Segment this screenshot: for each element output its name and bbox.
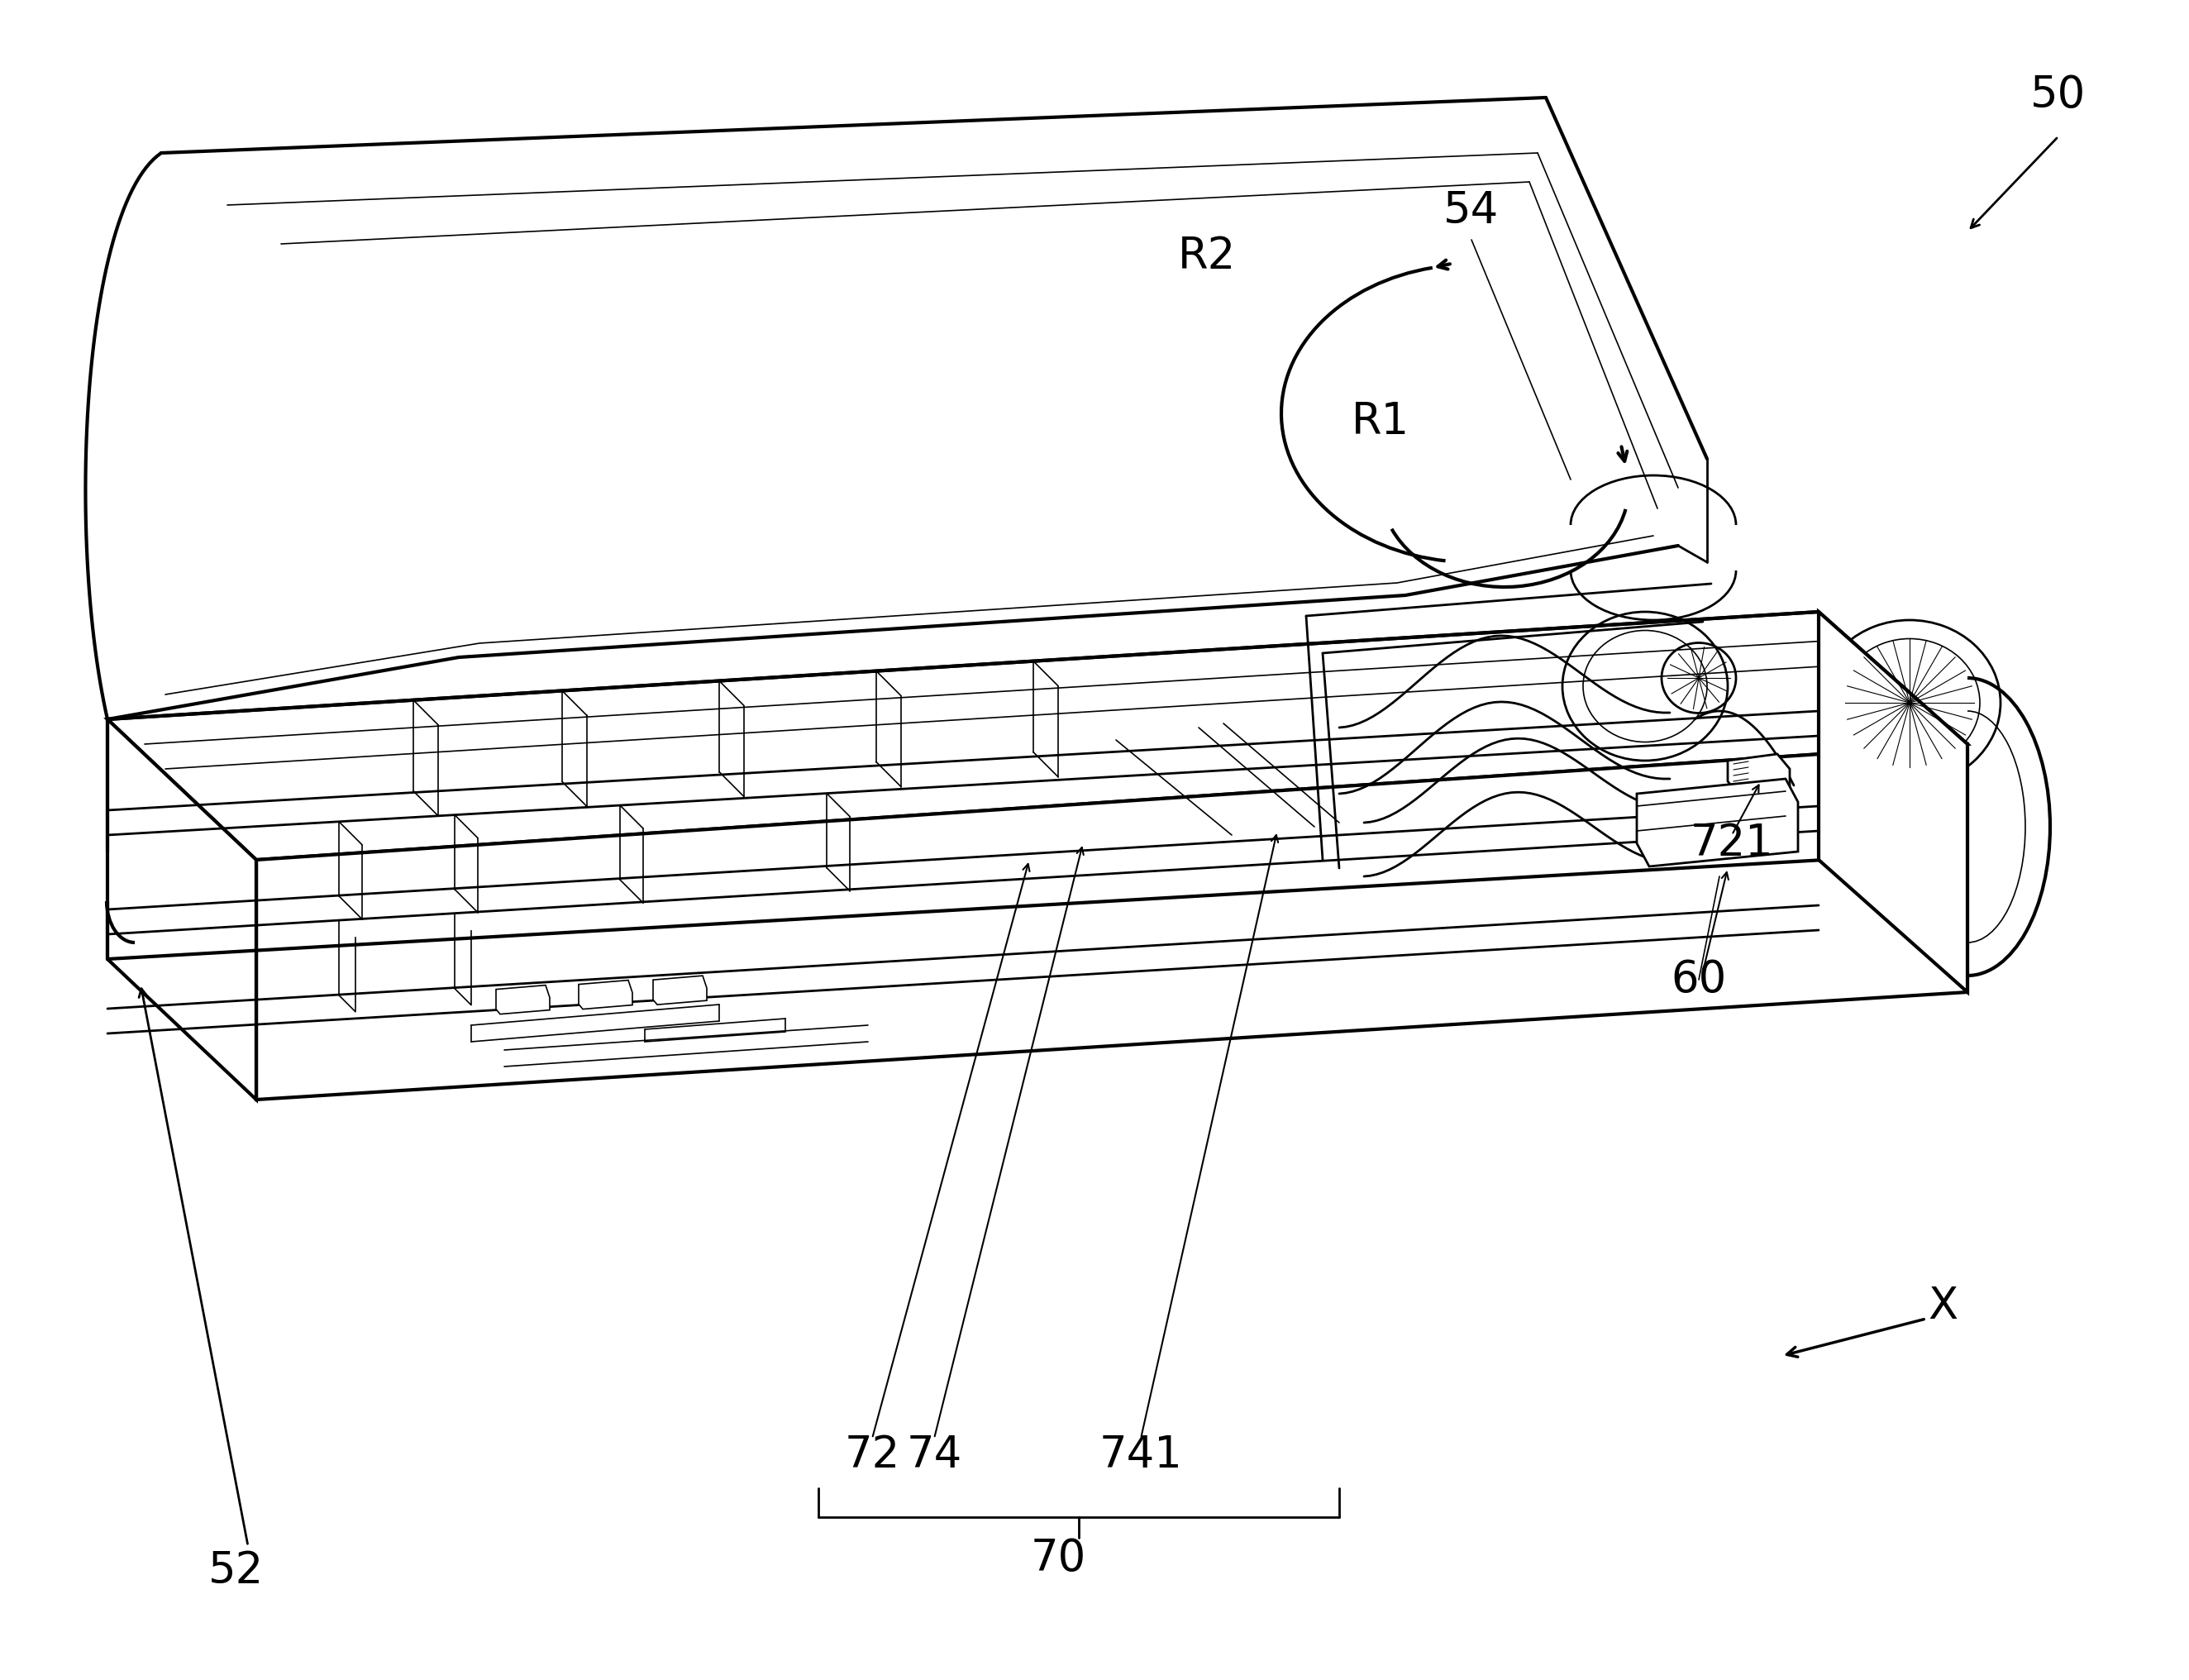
Text: R2: R2	[1178, 235, 1237, 277]
Text: 72: 72	[845, 1433, 900, 1477]
Polygon shape	[1637, 780, 1797, 867]
Polygon shape	[256, 744, 1968, 1100]
Polygon shape	[1819, 612, 1968, 993]
Text: 50: 50	[2031, 74, 2086, 116]
Text: 60: 60	[1670, 958, 1727, 1001]
Polygon shape	[107, 719, 256, 1100]
Text: 54: 54	[1445, 190, 1499, 232]
Text: R1: R1	[1351, 400, 1410, 444]
Text: 721: 721	[1690, 822, 1773, 865]
Polygon shape	[1727, 754, 1791, 796]
Polygon shape	[497, 984, 549, 1015]
Text: X: X	[1929, 1285, 1957, 1327]
Text: 70: 70	[1031, 1537, 1086, 1579]
Text: 52: 52	[208, 1549, 263, 1593]
Text: 741: 741	[1099, 1433, 1182, 1477]
Polygon shape	[107, 612, 1968, 860]
Text: 74: 74	[906, 1433, 961, 1477]
Polygon shape	[578, 979, 633, 1010]
Polygon shape	[652, 976, 707, 1005]
